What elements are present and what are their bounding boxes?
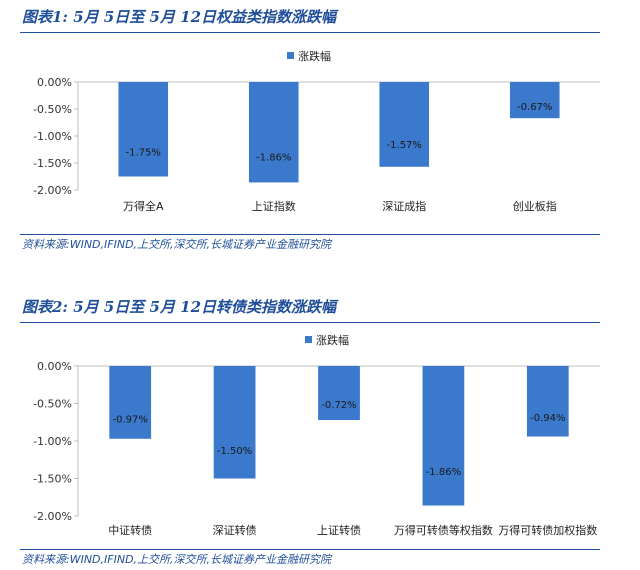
bar	[248, 82, 299, 183]
category-label: 万得可转债等权指数	[394, 523, 493, 537]
y-tick-label: -0.50%	[33, 398, 72, 411]
data-label: -1.75%	[126, 148, 161, 159]
chart2: 涨跌幅 0.00% -0.50% -1.00% -1.50% -2.00% -0.97% 中证…	[33, 333, 600, 537]
y-tick-label: -2.00%	[33, 184, 72, 197]
figure1-top-rule	[20, 32, 600, 33]
y-tick-label: -1.50%	[33, 157, 72, 170]
category-label: 中证转债	[108, 523, 152, 537]
category-label: 创业板指	[513, 199, 557, 213]
bar	[118, 82, 169, 177]
category-label: 深证转债	[213, 523, 257, 537]
bar	[213, 366, 256, 479]
figure2-bottom-rule	[20, 549, 600, 550]
category-label: 万得全A	[123, 199, 164, 213]
y-tick-label: -1.50%	[33, 473, 72, 486]
bar	[109, 366, 152, 439]
bar	[526, 366, 569, 437]
legend-swatch	[305, 336, 312, 343]
data-label: -1.86%	[426, 467, 461, 478]
chart1: 涨跌幅 0.00% -0.50% -1.00% -1.50% -2.00% -1.75% 万得…	[33, 49, 600, 213]
category-label: 万得可转债加权指数	[498, 523, 597, 537]
y-tick-label: -2.00%	[33, 510, 72, 523]
data-label: -0.72%	[321, 400, 356, 411]
category-label: 上证转债	[317, 523, 361, 537]
category-label: 上证指数	[252, 199, 296, 213]
figure2-source: 资料来源:WIND,IFIND,上交所,深交所,长城证券产业金融研究院	[22, 553, 332, 566]
bar	[422, 366, 465, 506]
legend-label: 涨跌幅	[298, 49, 331, 63]
category-label: 深证成指	[382, 199, 426, 213]
figure1-title: 图表1: 5月 5日至 5月 12日权益类指数涨跌幅	[22, 8, 337, 26]
y-tick-label: -1.00%	[33, 130, 72, 143]
y-tick-label: -0.50%	[33, 103, 72, 116]
figure2-title: 图表2: 5月 5日至 5月 12日转债类指数涨跌幅	[22, 298, 337, 316]
data-label: -0.94%	[530, 413, 565, 424]
bar	[318, 366, 360, 420]
data-label: -1.57%	[387, 140, 422, 151]
y-tick-label: 0.00%	[37, 76, 72, 89]
legend-label: 涨跌幅	[316, 333, 349, 347]
bar	[379, 82, 430, 167]
figure1-source: 资料来源:WIND,IFIND,上交所,深交所,长城证券产业金融研究院	[22, 238, 332, 251]
data-label: -0.67%	[517, 102, 552, 113]
legend-swatch	[287, 52, 294, 59]
y-tick-label: 0.00%	[37, 360, 72, 373]
figure2-top-rule	[20, 322, 600, 323]
figure1-bottom-rule	[20, 234, 600, 235]
y-tick-label: -1.00%	[33, 435, 72, 448]
data-label: -0.97%	[113, 415, 148, 426]
bar	[509, 82, 560, 119]
data-label: -1.86%	[256, 152, 291, 163]
data-label: -1.50%	[217, 446, 252, 457]
